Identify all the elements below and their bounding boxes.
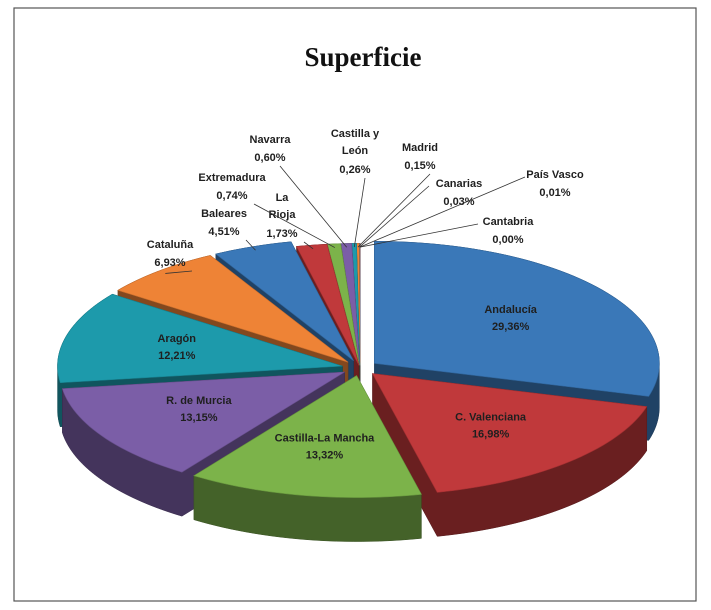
slice-label: Navarra	[250, 134, 292, 146]
slice	[327, 243, 360, 366]
leader-line	[357, 173, 431, 248]
value-label: 13,15%	[180, 412, 218, 424]
slice	[61, 371, 345, 473]
value-label: 0,26%	[339, 164, 370, 176]
leader-line	[303, 241, 314, 250]
chart-title: Superficie	[305, 42, 422, 72]
value-label: 6,93%	[154, 257, 185, 269]
slice	[295, 243, 360, 366]
leader-line	[359, 185, 430, 248]
slice-label: Extremadura	[198, 172, 266, 184]
value-label: 0,03%	[443, 196, 474, 208]
leader-line	[359, 223, 479, 248]
value-label: 0,01%	[539, 187, 570, 199]
slice	[371, 373, 648, 493]
slice-label: Castilla y León	[331, 128, 380, 157]
slice-label: Andalucía	[484, 304, 537, 316]
slice-label: Aragón	[157, 333, 196, 345]
slice-label: C. Valenciana	[455, 411, 527, 423]
leader-line	[353, 177, 366, 248]
value-label: 12,21%	[158, 350, 196, 362]
slice-label: Madrid	[402, 142, 438, 154]
slice-label: Cantabria	[483, 216, 535, 228]
slice	[193, 375, 422, 498]
value-label: 0,74%	[216, 190, 247, 202]
value-label: 4,51%	[208, 226, 239, 238]
slice-label: R. de Murcia	[166, 395, 232, 407]
value-label: 1,73%	[266, 228, 297, 240]
leader-line	[279, 165, 348, 248]
slice-label: País Vasco	[526, 169, 584, 181]
leader-line	[245, 239, 256, 251]
value-label: 0,00%	[492, 234, 523, 246]
slice	[374, 241, 660, 397]
slice-label: Baleares	[201, 208, 247, 220]
slice	[57, 293, 343, 384]
slice-label: Castilla-La Mancha	[275, 432, 376, 444]
slice-label: Cataluña	[147, 239, 194, 251]
value-label: 16,98%	[472, 428, 510, 440]
slice	[117, 255, 349, 363]
slice-label: Canarias	[436, 178, 482, 190]
leader-line	[359, 176, 526, 248]
value-label: 0,60%	[254, 152, 285, 164]
value-label: 13,32%	[306, 449, 344, 461]
leader-line	[165, 270, 193, 274]
leader-line	[253, 203, 336, 248]
slice-label: La Rioja	[269, 192, 297, 221]
value-label: 29,36%	[492, 321, 530, 333]
value-label: 0,15%	[404, 160, 435, 172]
